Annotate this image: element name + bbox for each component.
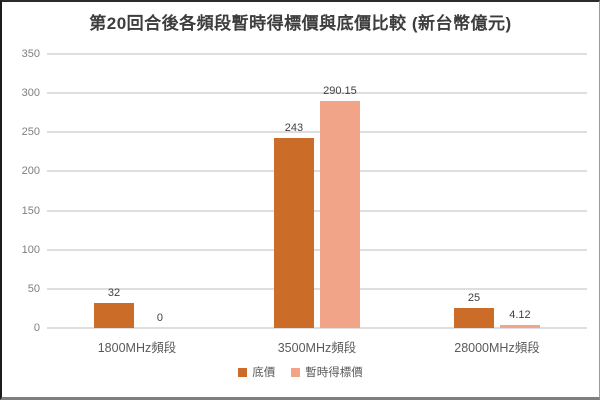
category-label: 3500MHz頻段 (277, 341, 357, 355)
grid-line (47, 170, 587, 173)
legend-label: 暫時得標價 (305, 367, 363, 379)
bar-group: 25 4.12 (407, 292, 587, 328)
grid-line (47, 53, 587, 55)
bar-wrap: 4.12 (499, 309, 540, 328)
bar-series1 (453, 308, 494, 328)
legend-swatch-icon (291, 367, 301, 377)
bar-value-label: 32 (107, 287, 121, 299)
grid-line (47, 327, 587, 329)
y-tick-label: 0 (33, 322, 40, 334)
y-axis: 0 50 100 150 200 250 300 350 (2, 48, 40, 334)
bar-group: 32 0 (47, 287, 227, 328)
grid-line (47, 287, 587, 290)
bar-value-label: 0 (156, 312, 164, 324)
y-tick-label: 150 (21, 204, 40, 217)
bar-wrap: 243 (273, 122, 314, 328)
grid-line (47, 92, 587, 95)
legend-item: 暫時得標價 (291, 364, 363, 380)
bar-wrap: 32 (93, 287, 134, 328)
y-tick-label: 350 (21, 48, 40, 60)
y-tick-label: 250 (21, 126, 40, 139)
grid-line (47, 209, 587, 212)
bar-series2 (499, 325, 540, 328)
plot-area: 32 0 243 290.15 25 4.12 (47, 53, 587, 329)
bar-wrap: 290.15 (319, 85, 360, 328)
bar-series1 (273, 138, 314, 328)
legend-label: 底價 (252, 367, 276, 379)
legend-item: 底價 (238, 364, 275, 380)
bar-series1 (93, 303, 134, 328)
chart-title: 第20回合後各頻段暫時得標價與底價比較 (新台幣億元) (89, 14, 512, 33)
grid-line (47, 131, 587, 134)
legend-swatch-icon (238, 367, 248, 377)
bar-series2 (319, 101, 360, 328)
y-tick-label: 100 (21, 243, 40, 256)
bar-value-label: 25 (467, 292, 481, 304)
category-label: 1800MHz頻段 (97, 341, 177, 355)
bar-group: 243 290.15 (227, 85, 407, 328)
y-tick-label: 200 (21, 165, 40, 178)
bar-value-label: 290.15 (323, 85, 357, 97)
x-axis: 1800MHz頻段 3500MHz頻段 28000MHz頻段 (47, 337, 587, 355)
bar-value-label: 243 (284, 122, 304, 134)
y-tick-label: 50 (27, 282, 40, 295)
grid-line (47, 248, 587, 251)
y-tick-label: 300 (21, 87, 40, 100)
bar-wrap: 25 (453, 292, 494, 328)
bar-value-label: 4.12 (509, 309, 531, 321)
category-label: 28000MHz頻段 (454, 341, 540, 355)
legend: 底價 暫時得標價 (2, 364, 599, 380)
